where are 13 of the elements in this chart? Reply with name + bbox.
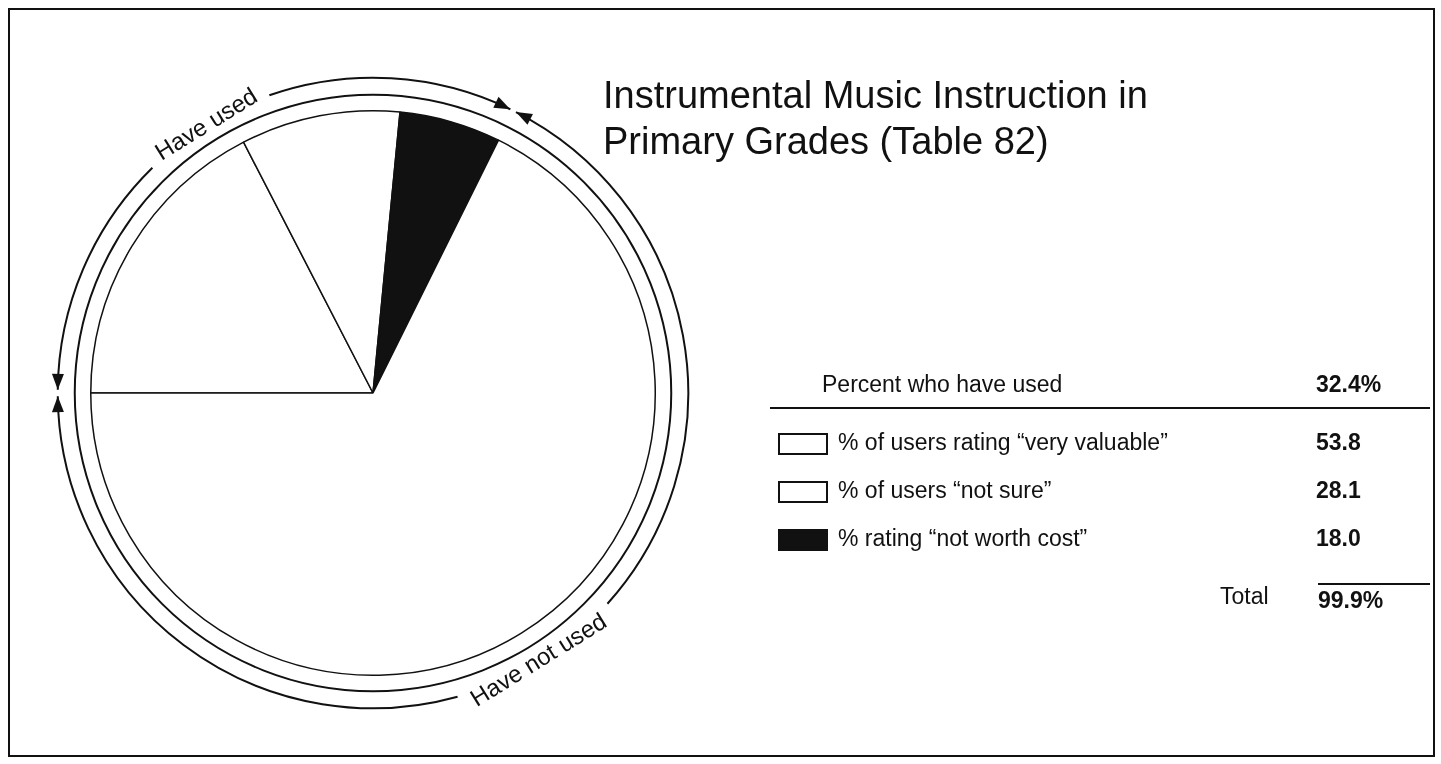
text: Total (1220, 583, 1269, 610)
legend-label: % of users rating “very valuable” (838, 429, 1168, 456)
text: 32.4% (1316, 371, 1382, 398)
slice-label: Have not used (465, 607, 612, 712)
text: 99.9% (1318, 583, 1430, 614)
text: 28.1 (1316, 477, 1361, 504)
text: 18.0 (1316, 525, 1361, 552)
chart-title: Instrumental Music Instruction in Primary Grades (Table 82) (603, 73, 1149, 164)
legend-label: % rating “not worth cost” (838, 525, 1088, 552)
text: Have used (150, 81, 262, 166)
text: 53.8 (1316, 429, 1361, 456)
legend-label: % of users “not sure” (838, 477, 1052, 504)
text: Percent who have used (822, 371, 1063, 398)
